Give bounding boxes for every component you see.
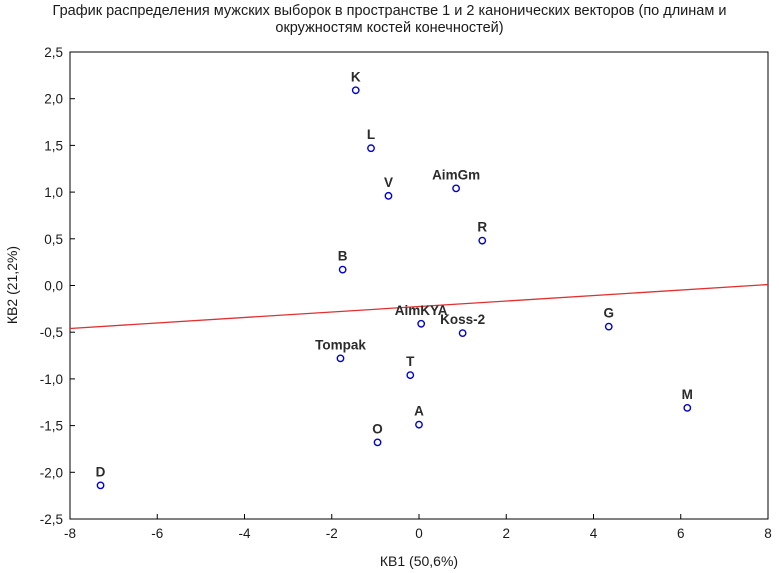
x-axis-ticks: -8 -6 -4 -2 0 2 4 6 8 <box>64 514 772 541</box>
x-tick-label: 8 <box>764 526 772 541</box>
y-tick-label: 2,5 <box>44 45 63 60</box>
plot-area <box>69 51 769 520</box>
regression-line <box>69 283 769 330</box>
x-tick-label: -4 <box>238 526 250 541</box>
point-marker <box>415 420 423 429</box>
x-tick-label: 4 <box>590 526 598 541</box>
y-axis-ticks: 2,5 2,0 1,5 1,0 0,5 0,0 -0,5 -1,0 -1,5 -2,0 -2,5 <box>40 45 75 527</box>
y-tick-label: 2,0 <box>44 92 63 107</box>
x-tick-label: -8 <box>64 526 76 541</box>
point-label: A <box>414 404 424 419</box>
point-label: G <box>604 306 615 321</box>
y-tick-label: -2,5 <box>40 512 63 527</box>
point-label: O <box>372 421 383 436</box>
point-marker <box>452 184 460 193</box>
point-marker <box>683 403 692 412</box>
y-tick-label: -1,5 <box>40 419 63 434</box>
y-tick-label: 0,5 <box>44 232 63 247</box>
point-marker <box>96 481 105 490</box>
y-tick-label: -1,0 <box>40 372 63 387</box>
point-label: L <box>367 127 375 142</box>
point-label: AimKYA <box>395 303 448 318</box>
y-tick-label: 1,0 <box>44 185 63 200</box>
point-label: V <box>384 175 393 190</box>
chart-title-line-2: окружностям костей конечностей) <box>275 20 504 36</box>
point-label: Koss-2 <box>440 312 485 327</box>
point-label: B <box>338 249 348 264</box>
point-marker <box>458 329 467 338</box>
point-label: D <box>96 464 106 479</box>
point-label: M <box>682 387 693 402</box>
x-tick-label: -6 <box>151 526 163 541</box>
y-tick-label: 0,0 <box>44 279 63 294</box>
y-tick-label: -0,5 <box>40 325 63 340</box>
point-marker <box>373 438 382 447</box>
point-label: Tompak <box>315 337 366 352</box>
point-marker <box>384 191 393 200</box>
x-axis-label: КВ1 (50,6%) <box>380 553 458 569</box>
y-axis-label: КВ2 (21,2%) <box>4 246 20 324</box>
y-tick-label: 1,5 <box>44 138 63 153</box>
point-marker <box>351 86 360 95</box>
point-marker <box>604 322 613 331</box>
x-tick-label: 2 <box>502 526 510 541</box>
point-label: T <box>406 354 415 369</box>
chart-title-line-1: График распределения мужских выборок в п… <box>52 3 727 19</box>
point-label: AimGm <box>432 167 480 182</box>
point-marker <box>367 144 375 153</box>
point-label: R <box>477 220 487 235</box>
point-label: K <box>351 69 361 84</box>
y-tick-label: -2,0 <box>40 465 63 480</box>
regression-line-group <box>69 283 769 330</box>
chart-title: График распределения мужских выборок в п… <box>0 3 779 37</box>
point-marker <box>478 236 487 245</box>
x-tick-label: 0 <box>415 526 423 541</box>
point-marker <box>338 265 347 274</box>
point-marker <box>406 371 415 380</box>
x-tick-label: -2 <box>326 526 338 541</box>
point-marker <box>417 319 426 328</box>
point-marker <box>336 354 345 363</box>
x-tick-label: 6 <box>677 526 685 541</box>
